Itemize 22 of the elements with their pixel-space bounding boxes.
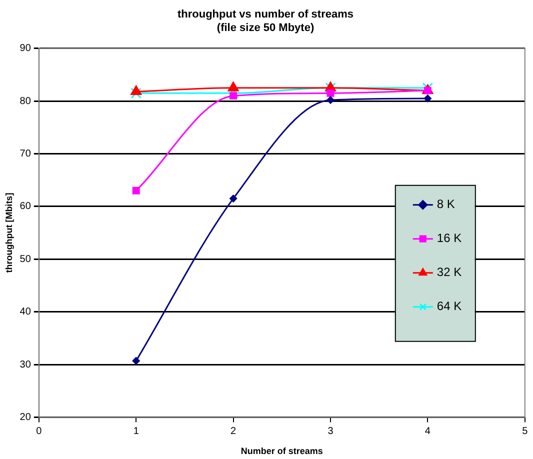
y-tick-label: 20 [20,412,32,423]
x-tick-label: 3 [328,426,334,437]
y-tick-label: 60 [20,201,32,212]
y-tick-label: 30 [20,359,32,370]
legend-label: 8 K [436,197,455,212]
y-tick-label: 80 [20,96,32,107]
legend-label: 64 K [436,299,462,314]
x-tick-label: 0 [36,426,42,437]
y-tick-label: 50 [20,254,32,265]
chart-title: throughput vs number of streams [177,8,354,21]
legend-label: 16 K [436,231,462,246]
x-tick-label: 2 [230,426,237,437]
y-tick-label: 90 [20,43,32,54]
x-tick-label: 1 [133,426,140,437]
legend-label: 32 K [436,265,462,280]
x-axis-title: Number of streams [240,446,323,456]
x-tick-label: 4 [424,426,431,437]
x-tick-label: 5 [522,426,528,437]
y-axis-title: throughput [Mbits] [4,192,14,273]
y-tick-label: 70 [20,148,32,160]
y-tick-label: 40 [20,306,32,318]
chart-subtitle: (file size 50 Mbyte) [216,22,314,34]
